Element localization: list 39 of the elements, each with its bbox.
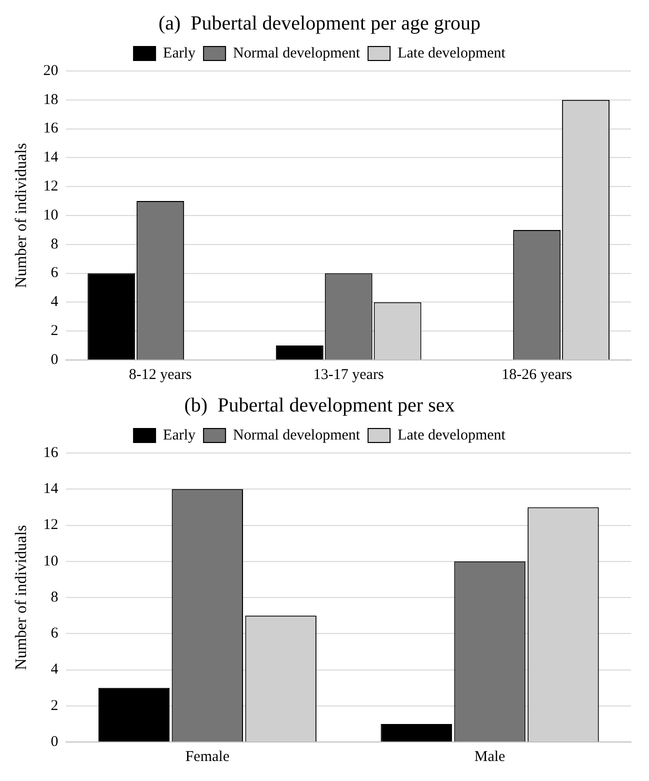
y-tick-label: 0 <box>50 352 58 368</box>
legend-label: Early <box>163 427 196 444</box>
y-tick-label: 12 <box>43 517 58 534</box>
y-tick-label: 8 <box>50 236 58 252</box>
x-tick-label: 18-26 years <box>502 366 572 383</box>
x-tick-label: 8-12 years <box>128 366 192 383</box>
y-tick-label: 4 <box>50 662 59 678</box>
y-tick-label: 2 <box>50 698 58 714</box>
legend-label: Late development <box>398 427 506 444</box>
bar <box>380 724 452 742</box>
y-tick-label: 14 <box>43 481 59 498</box>
x-tick-label: Female <box>185 748 230 765</box>
bar <box>276 346 324 360</box>
y-tick-label: 12 <box>43 178 58 195</box>
bar <box>88 273 136 360</box>
y-tick-label: 10 <box>43 207 58 224</box>
y-tick-label: 16 <box>43 444 59 461</box>
y-tick-label: 14 <box>43 150 59 166</box>
x-tick-label: Male <box>474 748 506 765</box>
y-tick-label: 8 <box>50 589 58 606</box>
chart-title: (b) Pubertal development per sex <box>184 394 455 416</box>
chart-title: (a) Pubertal development per age group <box>158 12 481 34</box>
y-tick-label: 16 <box>43 120 59 137</box>
y-tick-label: 4 <box>50 294 59 310</box>
bar <box>98 688 170 742</box>
y-tick-label: 6 <box>50 626 59 642</box>
y-tick-label: 0 <box>50 734 58 750</box>
y-tick-label: 20 <box>43 62 58 79</box>
y-tick-label: 10 <box>43 553 58 570</box>
y-tick-label: 6 <box>50 265 59 282</box>
legend-label: Early <box>163 45 196 62</box>
y-tick-label: 18 <box>43 92 58 108</box>
y-axis-title: Number of individuals <box>12 143 30 288</box>
legend-label: Late development <box>398 45 506 62</box>
legend-label: Normal development <box>233 45 361 62</box>
legend-label: Normal development <box>233 427 361 444</box>
y-tick-label: 2 <box>50 323 58 340</box>
y-axis-title: Number of individuals <box>12 525 30 670</box>
x-tick-label: 13-17 years <box>313 366 384 383</box>
